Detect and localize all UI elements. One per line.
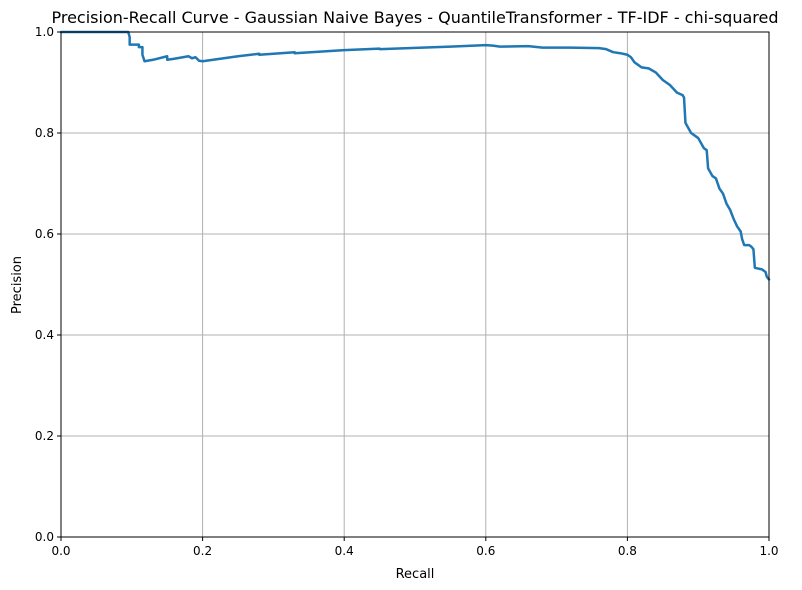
x-tick-label: 0.4 — [335, 544, 354, 558]
y-tick-label: 0.6 — [35, 227, 54, 241]
plot-frame — [60, 31, 770, 538]
x-tick-label: 0.8 — [618, 544, 637, 558]
axis-ticks: 0.0 0.2 0.4 0.6 0.8 1.0 0.0 0.2 0.4 0.6 0.8 1.0 — [35, 25, 779, 558]
y-axis-label: Precision — [10, 256, 25, 314]
chart-title: Precision-Recall Curve - Gaussian Naive … — [51, 8, 778, 27]
y-tick-label: 0.2 — [35, 429, 54, 443]
y-tick-label: 1.0 — [35, 25, 54, 39]
x-tick-label: 0.2 — [193, 544, 212, 558]
grid-lines — [60, 31, 770, 538]
x-tick-label: 0.0 — [51, 544, 70, 558]
y-tick-label: 0.8 — [35, 126, 54, 140]
x-tick-label: 1.0 — [759, 544, 778, 558]
x-axis-label: Recall — [396, 567, 435, 582]
y-tick-label: 0.4 — [35, 328, 54, 342]
x-tick-label: 0.6 — [476, 544, 495, 558]
precision-recall-line — [59, 30, 771, 281]
series-layer — [59, 30, 771, 281]
y-tick-label: 0.0 — [35, 530, 54, 544]
